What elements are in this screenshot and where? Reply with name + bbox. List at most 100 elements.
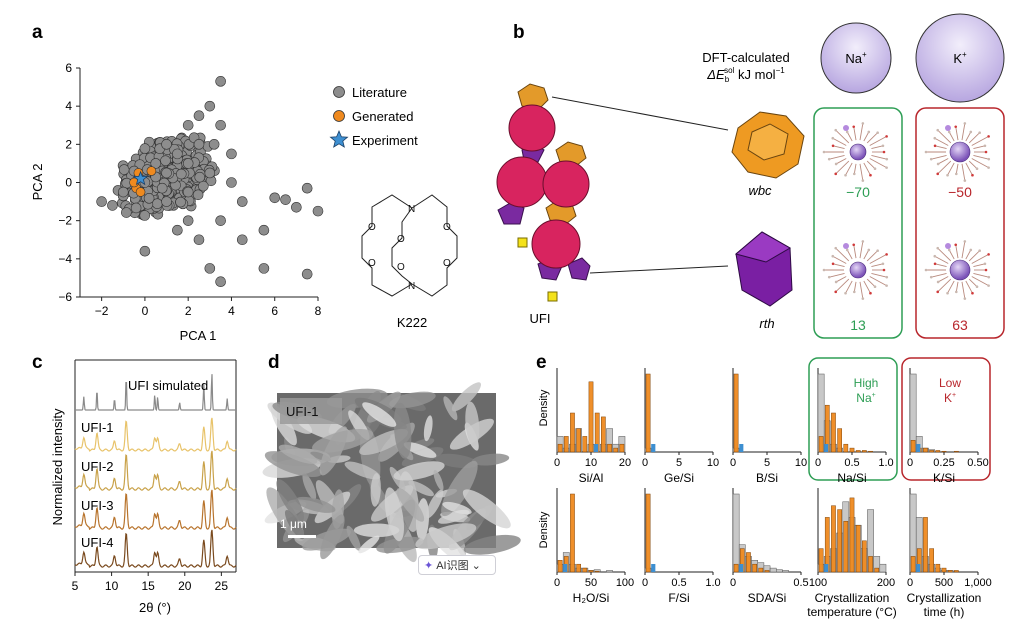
- hist-bar-generated: [843, 521, 849, 573]
- hist-bar-generated: [935, 563, 941, 573]
- complex-bond: [955, 126, 959, 141]
- hist-bar-generated: [929, 548, 934, 573]
- complex-bond: [866, 278, 876, 288]
- pca-point-literature-cluster: [121, 207, 132, 218]
- pca-point-generated: [146, 166, 157, 176]
- hist-xtick-label: 0: [554, 577, 560, 589]
- panel-d-label: d: [268, 352, 280, 373]
- complex-atom: [933, 254, 937, 258]
- trace-ufi-simulated: UFI simulated: [128, 378, 208, 393]
- sem-flake: [471, 453, 510, 466]
- hist-bar-generated: [849, 447, 855, 453]
- trace-ufi-3: UFI-3: [81, 498, 114, 513]
- complex-atom: [885, 253, 888, 256]
- sem-flake: [370, 473, 381, 507]
- complex-bond: [846, 249, 853, 260]
- pca-point-literature: [215, 215, 226, 226]
- complex-bond: [863, 249, 870, 260]
- pca-point-literature: [156, 182, 168, 194]
- complex-atom: [844, 291, 847, 295]
- pca-ytick-label: 2: [65, 137, 72, 151]
- k-ion-sphere: [915, 13, 1005, 103]
- complex-bond: [853, 281, 857, 292]
- complex-atom: [834, 128, 838, 132]
- complex-atom: [861, 122, 865, 125]
- dft-sub: b: [725, 75, 730, 84]
- complex-atom: [882, 150, 886, 154]
- cation-ball: [849, 143, 867, 161]
- complex-bond: [829, 272, 845, 278]
- complex-bond: [859, 281, 864, 299]
- hist-xtick-label: 0: [554, 457, 560, 469]
- complex-atom: [827, 275, 831, 279]
- hist-bar-generated: [868, 556, 873, 573]
- ai-recognize-button[interactable]: ✦ AI识图 ⌄: [418, 555, 496, 575]
- complex-atom: [936, 172, 940, 176]
- sem-scale-bar: [288, 535, 316, 538]
- hist-bar-generated: [557, 560, 563, 573]
- rth-cage: [734, 231, 793, 307]
- sem-flake: [302, 473, 317, 500]
- hist-xlabel: B/Si: [756, 471, 778, 485]
- xrd-traces: [74, 374, 237, 568]
- high-na-text-1: High: [854, 376, 879, 390]
- complex-atom: [845, 248, 849, 252]
- sem-scale-text: 1 μm: [280, 517, 307, 531]
- sem-flake: [384, 487, 404, 542]
- na-rth-energy: 13: [850, 317, 866, 333]
- complex-bond: [835, 160, 850, 175]
- complex-atom: [867, 248, 871, 252]
- complex-bond: [866, 250, 878, 262]
- sem-flake: [451, 382, 481, 412]
- complex-bond: [832, 263, 845, 268]
- complex-atom: [987, 253, 990, 256]
- complex-atom: [987, 166, 990, 169]
- hist-bar-generated: [752, 563, 757, 573]
- sem-label: UFI-1: [286, 404, 319, 419]
- pca-point-literature: [161, 167, 172, 179]
- complex-atom: [852, 172, 856, 176]
- complex-bond: [832, 137, 847, 146]
- complex-bond: [866, 132, 878, 144]
- complex-bond: [832, 145, 845, 150]
- k-results-box: [915, 107, 1005, 339]
- xrd-trace: [74, 450, 237, 492]
- pca-xtick-label: 8: [315, 304, 322, 318]
- sem-flake: [344, 461, 381, 480]
- complex-atom: [987, 157, 991, 161]
- pca-ytick-label: 6: [65, 61, 72, 75]
- hist-xlabel: Si/Al: [579, 471, 604, 485]
- hist-xtick-label: 0.5: [793, 577, 808, 589]
- sem-flake: [353, 523, 400, 538]
- complex-bond: [869, 253, 887, 264]
- xrd-trace: [74, 489, 237, 531]
- k222-o-2: O: [368, 258, 376, 269]
- panel-b-label: b: [513, 22, 525, 43]
- complex-bond: [937, 247, 952, 262]
- hist-xlabel-2: time (h): [924, 605, 965, 619]
- pca-ytick-label: 4: [65, 99, 72, 113]
- dft-delta-e: ΔE: [706, 67, 725, 82]
- complex-bond: [968, 278, 978, 288]
- complex-bond: [869, 276, 887, 287]
- complex-atom: [831, 144, 835, 148]
- complex-bond: [853, 244, 857, 259]
- pca-point-literature-cluster: [175, 196, 186, 208]
- complex-atom: [969, 248, 973, 252]
- hist-xtick-label: 200: [877, 577, 895, 589]
- complex-atom: [834, 246, 838, 250]
- complex-bond: [863, 162, 871, 176]
- complex-bond: [871, 263, 884, 268]
- hist-xtick-label: 0.5: [671, 577, 686, 589]
- pca-point-experiment: [132, 170, 149, 186]
- k-rth-energy: 63: [952, 317, 968, 333]
- sem-flake: [408, 480, 434, 497]
- pca-point-literature: [193, 110, 205, 122]
- pca-point-literature-cluster: [139, 210, 151, 221]
- pca-legend: Literature Generated Experiment: [329, 85, 418, 148]
- pca-ytick-label: −4: [58, 252, 72, 266]
- histogram: 0 0.25 0.50 K/Si: [907, 368, 989, 485]
- trace-ufi-2: UFI-2: [81, 459, 114, 474]
- xrd-ylabel: Normalized intensity: [50, 408, 65, 526]
